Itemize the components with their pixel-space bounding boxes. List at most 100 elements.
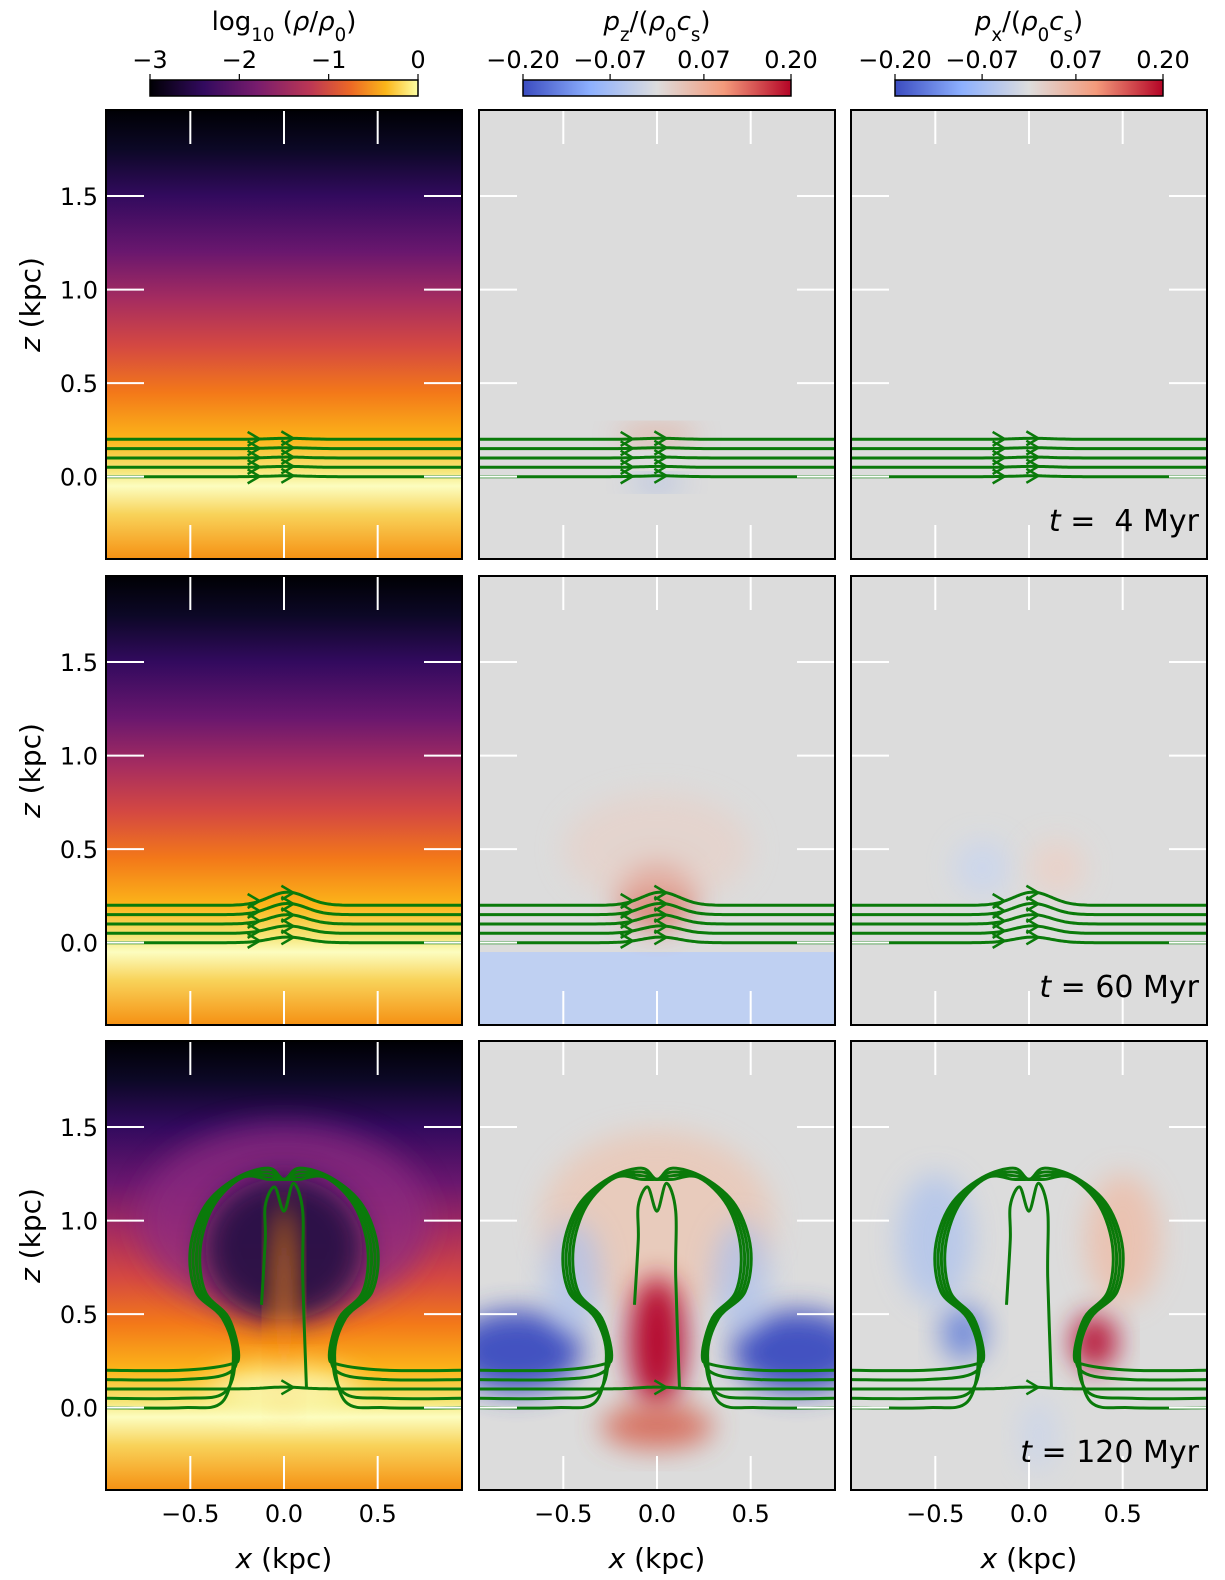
panel-image [479, 1041, 835, 1490]
text-run: t [1049, 504, 1062, 539]
field-line [851, 890, 1207, 907]
field-arrow [1025, 884, 1041, 901]
x-tick-label: 0.0 [1010, 1500, 1048, 1528]
panel-frame [850, 1040, 1208, 1491]
field-arrow [280, 884, 296, 901]
text-run: = 120 Myr [1032, 1435, 1200, 1470]
field-arrow [1025, 929, 1041, 946]
background [851, 576, 1207, 1025]
y-tick-label: 1.5 [60, 649, 98, 677]
field-feature [731, 1310, 835, 1393]
text-run: (kpc) [14, 1188, 47, 1268]
x-axis-label: x (kpc) [608, 1542, 706, 1575]
field-line [106, 436, 462, 441]
panel-frame [105, 1040, 463, 1491]
y-tick-label: 1.5 [60, 1114, 98, 1142]
y-tick-label: 0.0 [60, 930, 98, 958]
x-tick-label: −0.5 [161, 1500, 219, 1528]
text-run: p [974, 7, 992, 37]
text-run: (kpc) [14, 723, 47, 803]
field-line [106, 1174, 462, 1373]
y-tick-label: 1.5 [60, 183, 98, 211]
colorbar-tick-label: −0.20 [858, 46, 932, 74]
field-arrow [280, 430, 296, 447]
text-run: (kpc) [14, 257, 47, 337]
field-line [851, 1385, 1207, 1391]
text-run: c [677, 7, 691, 37]
field-feature [954, 839, 1011, 896]
x-tick-label: 0.5 [732, 1500, 770, 1528]
panel [850, 1040, 1208, 1491]
y-tick-label: 0.5 [60, 370, 98, 398]
colorbar [894, 79, 1164, 97]
text-run: = 4 Myr [1061, 504, 1200, 539]
text-run: ρ [293, 7, 310, 37]
background [851, 110, 1207, 559]
colorbar-tick-label: 0.20 [1136, 46, 1189, 74]
panel [105, 109, 463, 560]
panel-image [851, 110, 1207, 559]
y-tick-label: 0.0 [60, 1395, 98, 1423]
field-line [479, 474, 835, 479]
field-line [851, 455, 1207, 460]
field-feature [1019, 1398, 1058, 1474]
text-run: 10 [251, 25, 274, 46]
y-tick-label: 1.0 [60, 1208, 98, 1236]
text-run: = 60 Myr [1051, 970, 1200, 1005]
text-run: / [309, 7, 318, 37]
panel-frame [850, 575, 1208, 1026]
text-run: x [235, 1542, 253, 1575]
field-line [479, 455, 835, 460]
colorbar-tick-label: 0.07 [677, 46, 730, 74]
text-run: t [1039, 970, 1052, 1005]
text-run: ρ [648, 7, 665, 37]
field-feature [563, 793, 751, 906]
field-arrow [280, 1379, 296, 1396]
background [106, 110, 462, 559]
panel [850, 575, 1208, 1026]
colorbar [149, 79, 419, 97]
field-line [479, 1174, 835, 1373]
field-arrow [992, 430, 1008, 448]
field-arrow [1025, 906, 1041, 924]
x-axis-label: x (kpc) [235, 1542, 333, 1575]
text-run: s [691, 25, 700, 46]
colorbar-tick-label: −0.07 [573, 46, 647, 74]
field-line [106, 901, 462, 917]
panel-image [106, 1041, 462, 1490]
colorbar-tick-label: −3 [132, 46, 167, 74]
panel-frame [850, 109, 1208, 560]
x-tick-label: 0.0 [638, 1500, 676, 1528]
text-run: (kpc) [252, 1542, 332, 1575]
colorbar [522, 79, 792, 97]
text-run: x [980, 1542, 998, 1575]
text-run: t [1020, 1435, 1033, 1470]
x-tick-label: 0.0 [265, 1500, 303, 1528]
field-arrow [653, 430, 669, 447]
field-feature [272, 1201, 296, 1408]
field-arrow [280, 929, 296, 946]
field-line [851, 935, 1207, 945]
field-line [479, 1385, 835, 1391]
field-feature [628, 1276, 686, 1408]
panel [478, 1040, 836, 1491]
text-run: z [620, 25, 630, 46]
field-arrow [247, 430, 263, 448]
colorbar-tick-label: 0 [410, 46, 425, 74]
field-line [851, 474, 1207, 479]
field-arrow [1025, 1379, 1041, 1396]
field-arrow [653, 918, 669, 935]
panel-frame [105, 575, 463, 1026]
x-tick-label: 0.5 [359, 1500, 397, 1528]
text-run: 0 [1038, 25, 1050, 46]
y-tick-label: 0.0 [60, 464, 98, 492]
panel-frame [105, 109, 463, 560]
field-line [851, 464, 1207, 469]
colorbar-title: pz/(ρ0cs) [603, 7, 711, 46]
text-run: p [603, 7, 621, 37]
field-line [106, 474, 462, 479]
field-line [260, 1181, 308, 1390]
field-line [479, 446, 835, 451]
panel [105, 1040, 463, 1491]
